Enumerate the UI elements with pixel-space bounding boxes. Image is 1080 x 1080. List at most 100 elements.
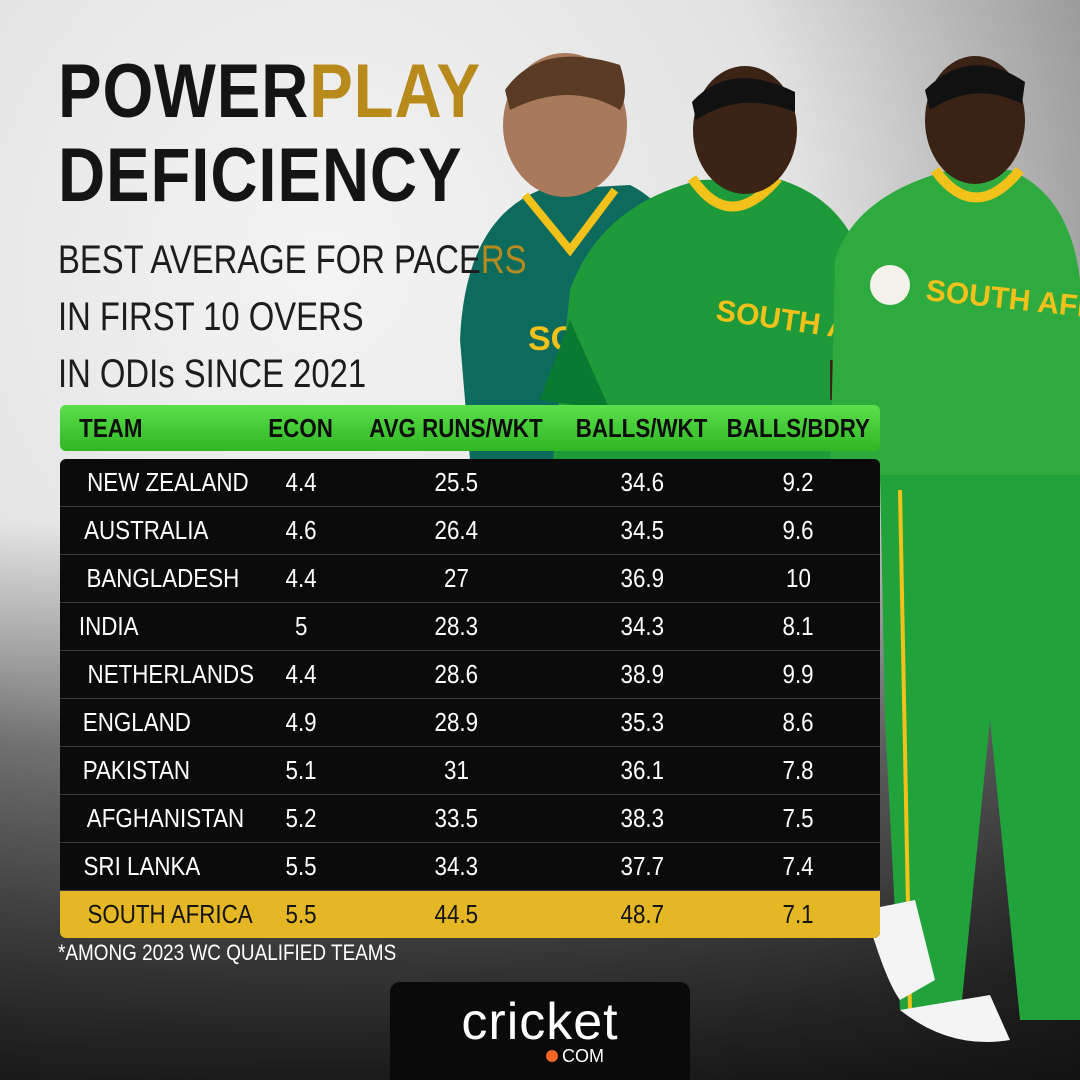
cell-avg: 28.6 — [345, 659, 567, 690]
cell-avg-text: 27 — [443, 563, 469, 593]
cell-balls-bdry-text: 9.6 — [782, 515, 815, 545]
table-row: NEW ZEALAND 4.4 25.5 34.6 9.2 — [60, 459, 880, 507]
cell-balls-bdry: 10 — [717, 563, 880, 594]
title-part-play: PLAY — [309, 49, 481, 134]
cell-team-text: AUSTRALIA — [84, 515, 209, 545]
cell-avg: 27 — [345, 563, 567, 594]
cell-avg: 33.5 — [345, 803, 567, 834]
cell-avg: 25.5 — [345, 467, 567, 498]
cell-balls-bdry-text: 8.1 — [782, 611, 815, 641]
cell-avg-text: 28.9 — [434, 707, 478, 737]
title-part-power: POWER — [58, 49, 310, 134]
header-econ: ECON — [257, 413, 345, 444]
header-econ-label: ECON — [268, 412, 334, 443]
dot-icon — [546, 1050, 558, 1062]
cell-avg: 28.3 — [345, 611, 567, 642]
cell-balls-wkt-text: 38.3 — [620, 803, 664, 833]
cell-balls-wkt: 34.6 — [567, 467, 717, 498]
cell-balls-wkt: 34.5 — [567, 515, 717, 546]
cell-team: BANGLADESH — [60, 563, 257, 594]
title-part-deficiency: DEFICIENCY — [58, 133, 463, 218]
cell-avg: 44.5 — [345, 899, 567, 930]
table-row: INDIA 5 28.3 34.3 8.1 — [60, 603, 880, 651]
subtitle: BEST AVERAGE FOR PACERS IN FIRST 10 OVER… — [58, 232, 526, 403]
cell-team: AFGHANISTAN — [60, 803, 257, 834]
cell-balls-bdry-text: 10 — [786, 563, 811, 593]
cell-balls-bdry: 8.1 — [717, 611, 880, 642]
header-balls-bdry-label: BALLS/BDRY — [726, 412, 871, 443]
cell-econ: 5.5 — [257, 899, 345, 930]
cell-team-text: NETHERLANDS — [87, 659, 255, 689]
header-team: TEAM — [60, 413, 257, 444]
cell-balls-bdry: 7.4 — [717, 851, 880, 882]
table-row: NETHERLANDS 4.4 28.6 38.9 9.9 — [60, 651, 880, 699]
table-row: SRI LANKA 5.5 34.3 37.7 7.4 — [60, 843, 880, 891]
subtitle-line-2: IN FIRST 10 OVERS — [58, 295, 364, 339]
cell-balls-wkt-text: 34.5 — [620, 515, 664, 545]
cell-econ: 4.4 — [257, 563, 345, 594]
table-body: NEW ZEALAND 4.4 25.5 34.6 9.2 AUSTRALIA … — [60, 459, 880, 938]
cell-econ: 4.4 — [257, 659, 345, 690]
logo-com-text: COM — [562, 1045, 604, 1066]
cell-team: SRI LANKA — [60, 851, 257, 882]
table-header-row: TEAM ECON AVG RUNS/WKT BALLS/WKT BALLS/B… — [60, 405, 880, 451]
cell-balls-wkt-text: 34.3 — [620, 611, 664, 641]
table-row: BANGLADESH 4.4 27 36.9 10 — [60, 555, 880, 603]
cell-balls-bdry-text: 7.1 — [782, 899, 815, 929]
logo-wordmark: cricket — [461, 992, 619, 1051]
cell-balls-wkt: 36.1 — [567, 755, 717, 786]
brand-logo: cricket COM — [390, 982, 690, 1080]
cell-balls-wkt-text: 48.7 — [620, 899, 664, 929]
cell-avg: 26.4 — [345, 515, 567, 546]
cell-balls-wkt-text: 34.6 — [620, 467, 664, 497]
cell-econ-text: 4.4 — [285, 659, 317, 689]
table-row: PAKISTAN 5.1 31 36.1 7.8 — [60, 747, 880, 795]
cell-team-text: AFGHANISTAN — [86, 803, 245, 833]
cell-balls-wkt-text: 35.3 — [620, 707, 664, 737]
cell-team-text: PAKISTAN — [82, 755, 191, 785]
cell-team: INDIA — [60, 611, 257, 642]
header-balls-bdry: BALLS/BDRY — [717, 413, 880, 444]
cell-balls-bdry: 9.2 — [717, 467, 880, 498]
cell-balls-wkt-text: 38.9 — [620, 659, 664, 689]
cell-econ-text: 4.9 — [285, 707, 317, 737]
cell-avg-text: 34.3 — [434, 851, 478, 881]
cell-balls-bdry-text: 7.8 — [782, 755, 815, 785]
cell-avg: 31 — [345, 755, 567, 786]
header-balls-wkt-label: BALLS/WKT — [576, 412, 708, 443]
cell-balls-wkt: 36.9 — [567, 563, 717, 594]
cell-team-text: SOUTH AFRICA — [87, 899, 253, 929]
header-balls-wkt: BALLS/WKT — [567, 413, 717, 444]
cell-econ-text: 4.4 — [285, 563, 317, 593]
cell-team-text: ENGLAND — [82, 707, 191, 737]
cell-team-text: INDIA — [78, 611, 139, 641]
cell-avg-text: 33.5 — [434, 803, 478, 833]
footnote: *AMONG 2023 WC QUALIFIED TEAMS — [58, 940, 397, 965]
cell-balls-wkt: 35.3 — [567, 707, 717, 738]
table-row: AFGHANISTAN 5.2 33.5 38.3 7.5 — [60, 795, 880, 843]
cell-avg: 28.9 — [345, 707, 567, 738]
stats-table: TEAM ECON AVG RUNS/WKT BALLS/WKT BALLS/B… — [60, 405, 880, 938]
cell-balls-bdry-text: 7.4 — [782, 851, 815, 881]
cell-econ: 4.6 — [257, 515, 345, 546]
table-row: AUSTRALIA 4.6 26.4 34.5 9.6 — [60, 507, 880, 555]
cell-avg-text: 31 — [443, 755, 469, 785]
cell-econ-text: 4.4 — [285, 467, 317, 497]
cell-team-text: BANGLADESH — [86, 563, 240, 593]
cell-econ-text: 5.1 — [285, 755, 317, 785]
cell-balls-wkt-text: 36.9 — [620, 563, 664, 593]
cell-avg-text: 28.6 — [434, 659, 478, 689]
cell-econ-text: 5.5 — [285, 851, 317, 881]
cell-team: AUSTRALIA — [60, 515, 257, 546]
cell-balls-bdry-text: 7.5 — [782, 803, 815, 833]
header-avg: AVG RUNS/WKT — [345, 413, 567, 444]
cell-econ: 5.5 — [257, 851, 345, 882]
cell-avg-text: 44.5 — [434, 899, 478, 929]
subtitle-line-1: BEST AVERAGE FOR PACE — [58, 238, 481, 282]
player-right: SOUTH AFRICA — [830, 56, 1080, 1042]
cell-econ: 5.2 — [257, 803, 345, 834]
cell-balls-bdry-text: 9.2 — [782, 467, 815, 497]
cell-balls-wkt: 38.9 — [567, 659, 717, 690]
table-row-highlighted: SOUTH AFRICA 5.5 44.5 48.7 7.1 — [60, 891, 880, 938]
cell-balls-wkt: 38.3 — [567, 803, 717, 834]
